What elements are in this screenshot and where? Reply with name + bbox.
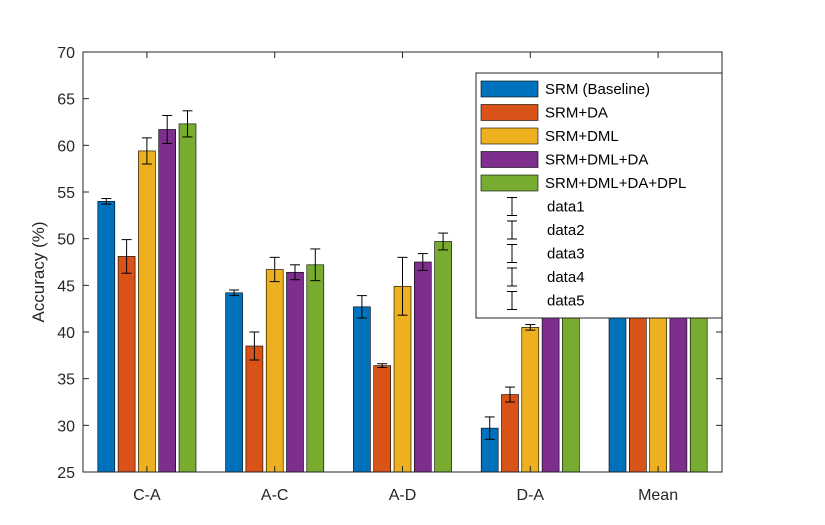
legend-label: data5 xyxy=(547,293,585,310)
legend-entry-3: SRM+DML+DA xyxy=(480,151,648,169)
y-tick-label: 50 xyxy=(57,232,75,249)
bar-c-a-4 xyxy=(178,123,197,473)
legend-swatch xyxy=(480,174,539,192)
legend-entry-0: SRM (Baseline) xyxy=(480,80,650,98)
bar-a-d-3 xyxy=(413,261,432,473)
y-tick-label: 40 xyxy=(57,325,75,342)
legend-errorbar-entry-2: data3 xyxy=(507,244,585,263)
legend-swatch xyxy=(480,127,539,145)
errorbar-c-a-1 xyxy=(121,239,132,274)
bar-mean-0 xyxy=(608,306,627,473)
errorbar-a-d-0 xyxy=(356,295,367,319)
errorbar-a-c-0 xyxy=(229,289,240,297)
legend-swatch xyxy=(480,104,539,121)
legend-errorbar-entry-3: data4 xyxy=(507,267,585,287)
bar-d-a-1 xyxy=(501,394,519,473)
bar-c-a-1 xyxy=(117,256,136,473)
legend-label: SRM+DML+DA xyxy=(545,152,648,169)
legend-errorbar-entry-1: data2 xyxy=(507,220,585,240)
errorbar-d-a-2 xyxy=(525,324,536,331)
legend-label: data4 xyxy=(547,269,585,286)
bar-mean-1 xyxy=(628,313,647,473)
legend-entry-4: SRM+DML+DA+DPL xyxy=(480,174,686,192)
y-tick-label: 60 xyxy=(57,138,75,155)
errorbar-a-c-3 xyxy=(290,264,300,281)
bar-a-d-1 xyxy=(373,365,392,473)
legend: SRM (Baseline) SRM+DA SRM+DML SRM+DML+DA SRM… xyxy=(475,72,723,319)
legend-label: SRM (Baseline) xyxy=(545,81,650,98)
x-tick-label: D-A xyxy=(517,487,545,504)
errorbar-c-a-4 xyxy=(182,110,193,138)
legend-swatch xyxy=(480,80,539,98)
y-tick-label: 45 xyxy=(57,278,75,295)
legend-entry-1: SRM+DA xyxy=(480,104,608,122)
legend-swatch xyxy=(480,151,539,168)
x-tick-label: Mean xyxy=(638,487,678,504)
bar-a-c-3 xyxy=(286,271,304,473)
errorbar-d-a-1 xyxy=(505,386,515,403)
errorbars-layer xyxy=(101,110,536,440)
errorbar-a-c-2 xyxy=(269,256,280,283)
legend-label: data2 xyxy=(547,222,585,239)
errorbar-c-a-2 xyxy=(141,137,152,165)
bar-a-d-4 xyxy=(434,241,452,473)
errorbar-a-d-4 xyxy=(438,232,449,251)
legend-errorbar-entry-4: data5 xyxy=(507,291,585,310)
y-tick-label: 30 xyxy=(57,418,75,435)
y-tick-label: 70 xyxy=(57,45,75,62)
errorbar-a-d-2 xyxy=(397,256,408,316)
bar-a-c-0 xyxy=(225,292,243,473)
legend-label: data1 xyxy=(547,199,585,216)
errorbar-a-d-1 xyxy=(377,363,388,368)
y-tick-label: 55 xyxy=(57,185,75,202)
y-tick-label: 65 xyxy=(57,92,75,109)
bar-c-a-2 xyxy=(138,150,156,473)
legend-errorbar-entry-0: data1 xyxy=(507,197,585,216)
legend-label: data3 xyxy=(547,246,585,263)
bar-c-a-0 xyxy=(97,201,116,473)
bar-a-c-2 xyxy=(265,269,284,473)
bar-a-d-0 xyxy=(353,306,371,473)
legend-label: SRM+DML xyxy=(545,128,619,145)
bar-c-a-3 xyxy=(158,129,176,473)
errorbar-a-d-3 xyxy=(417,253,428,271)
bar-d-a-2 xyxy=(521,327,540,473)
errorbar-c-a-0 xyxy=(101,198,112,205)
y-tick-label: 25 xyxy=(57,465,75,482)
y-tick-label: 35 xyxy=(57,372,75,389)
errorbar-d-a-0 xyxy=(484,416,495,440)
x-tick-label: A-C xyxy=(261,487,289,504)
errorbar-c-a-3 xyxy=(162,114,173,144)
bar-a-c-4 xyxy=(306,264,325,473)
errorbar-a-c-1 xyxy=(249,331,260,361)
legend-label: SRM+DA xyxy=(545,105,608,122)
legend-entry-2: SRM+DML xyxy=(480,127,619,145)
y-axis-label: Accuracy (%) xyxy=(29,221,48,322)
legend-label: SRM+DML+DA+DPL xyxy=(545,175,686,192)
x-tick-label: C-A xyxy=(133,487,161,504)
errorbar-a-c-4 xyxy=(310,248,321,282)
bar-a-c-1 xyxy=(245,345,264,473)
x-tick-label: A-D xyxy=(389,487,417,504)
